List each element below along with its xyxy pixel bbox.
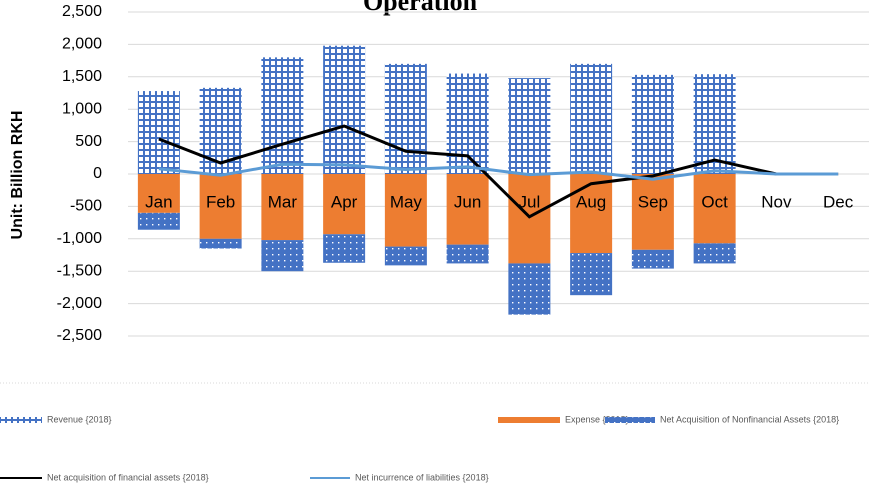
y-axis-label: Unit: Billion RKH bbox=[9, 111, 26, 240]
bar bbox=[199, 238, 242, 249]
y-tick-label: -500 bbox=[70, 198, 102, 215]
bar bbox=[446, 244, 489, 264]
y-tick-label: 2,000 bbox=[62, 36, 102, 53]
bar bbox=[199, 174, 242, 239]
legend-label: Net Acquisition of Nonfinancial Assets {… bbox=[660, 414, 839, 424]
bar bbox=[570, 253, 613, 296]
bar bbox=[631, 174, 674, 250]
bar bbox=[384, 63, 427, 175]
legend-label: Net acquisition of financial assets {201… bbox=[47, 472, 209, 482]
bar bbox=[384, 174, 427, 247]
y-tick-label: 1,500 bbox=[62, 68, 102, 85]
legend-swatch bbox=[605, 417, 655, 423]
chart-title: Operation bbox=[363, 0, 478, 16]
bar bbox=[693, 174, 736, 244]
legend-swatch bbox=[498, 417, 560, 423]
legend-label: Expense {2018} bbox=[565, 414, 629, 424]
x-tick-label: Aug bbox=[576, 192, 606, 211]
y-tick-label: -2,500 bbox=[57, 327, 102, 344]
y-tick-label: 2,500 bbox=[62, 3, 102, 20]
legend-label: Net incurrence of liabilities {2018} bbox=[355, 472, 489, 482]
bar bbox=[631, 249, 674, 269]
bar bbox=[508, 78, 551, 174]
bar bbox=[137, 91, 180, 174]
bar bbox=[693, 74, 736, 174]
bar bbox=[570, 63, 613, 175]
legend-swatch bbox=[0, 417, 42, 423]
bar bbox=[261, 57, 304, 174]
bar bbox=[323, 234, 366, 263]
legend-label: Revenue {2018} bbox=[47, 414, 112, 424]
bar bbox=[137, 174, 180, 213]
bar bbox=[508, 174, 551, 264]
y-tick-label: -2,000 bbox=[57, 295, 102, 312]
x-tick-label: Nov bbox=[761, 192, 792, 211]
bar bbox=[384, 246, 427, 266]
x-tick-label: Jun bbox=[454, 192, 481, 211]
bar bbox=[570, 174, 613, 254]
line-series bbox=[158, 124, 839, 219]
x-tick-label: Jul bbox=[519, 192, 541, 211]
bar bbox=[199, 87, 242, 174]
y-tick-label: 0 bbox=[93, 165, 102, 182]
bar bbox=[323, 174, 366, 235]
bar bbox=[446, 73, 489, 174]
x-tick-label: Dec bbox=[823, 192, 854, 211]
bar bbox=[261, 240, 304, 272]
y-tick-label: 500 bbox=[75, 133, 102, 150]
y-tick-label: -1,000 bbox=[57, 230, 102, 247]
bar bbox=[261, 174, 304, 241]
bar bbox=[323, 45, 366, 174]
bar bbox=[631, 74, 674, 174]
bar bbox=[446, 174, 489, 245]
x-tick-label: Sep bbox=[638, 192, 668, 211]
x-tick-label: Feb bbox=[206, 192, 235, 211]
y-tick-label: 1,000 bbox=[62, 100, 102, 117]
x-tick-label: Oct bbox=[701, 192, 728, 211]
line-series bbox=[158, 162, 839, 181]
bar bbox=[137, 212, 180, 230]
y-tick-label: -1,500 bbox=[57, 262, 102, 279]
x-tick-label: Mar bbox=[268, 192, 298, 211]
x-tick-label: Jan bbox=[145, 192, 172, 211]
bar bbox=[693, 243, 736, 264]
bar bbox=[508, 263, 551, 315]
x-tick-label: May bbox=[390, 192, 423, 211]
x-tick-label: Apr bbox=[331, 192, 358, 211]
